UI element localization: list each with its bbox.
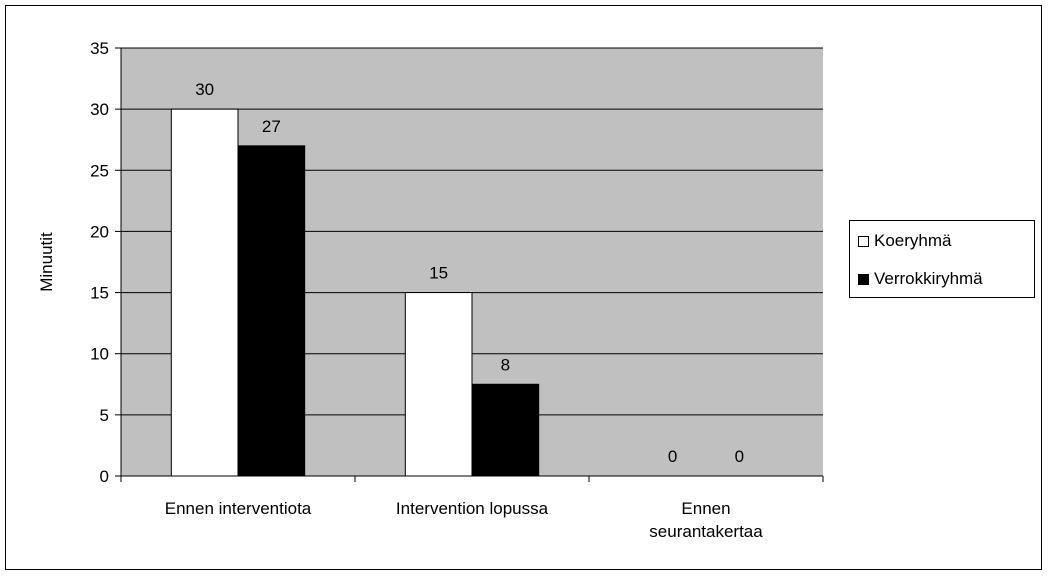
y-tick-label: 15 (90, 284, 109, 303)
legend-swatch-verrokkiryhma (858, 273, 869, 285)
data-label: 8 (501, 355, 510, 374)
bars (170, 108, 540, 477)
y-tick-label: 35 (90, 39, 109, 58)
legend-swatch-koeryhma (858, 235, 869, 247)
bar-verrokkiryhma (471, 383, 540, 477)
legend-item-verrokkiryhma: Verrokkiryhmä (858, 269, 983, 289)
legend-label-verrokkiryhma: Verrokkiryhmä (874, 269, 983, 288)
bar-koeryhma (404, 292, 473, 477)
y-tick-label: 10 (90, 345, 109, 364)
y-tick-label: 30 (90, 100, 109, 119)
y-tick-label: 20 (90, 222, 109, 241)
y-tick-label: 0 (100, 467, 109, 486)
data-label: 30 (195, 80, 214, 99)
y-axis-title: Minuutit (37, 232, 56, 292)
legend-label-koeryhma: Koeryhmä (874, 231, 952, 250)
bar-verrokkiryhma (237, 145, 306, 477)
y-tick-label: 5 (100, 406, 109, 425)
data-label: 15 (429, 264, 448, 283)
data-label: 27 (262, 117, 281, 136)
legend-item-koeryhma: Koeryhmä (858, 231, 951, 251)
bar-koeryhma (170, 108, 239, 477)
data-labels: 30 27 15 8 0 0 (195, 80, 744, 466)
y-tick-labels: 0 5 10 15 20 25 30 35 (90, 39, 109, 486)
legend: Koeryhmä Verrokkiryhmä (849, 220, 1035, 298)
category-label: Intervention lopussa (396, 499, 549, 518)
category-label: Ennen (681, 499, 730, 518)
x-category-labels: Ennen interventiota Intervention lopussa E… (165, 499, 763, 541)
category-label: Ennen interventiota (165, 499, 312, 518)
data-label: 0 (668, 447, 677, 466)
y-tick-label: 25 (90, 161, 109, 180)
axes (115, 47, 824, 482)
category-label: seurantakertaa (649, 522, 763, 541)
data-label: 0 (735, 447, 744, 466)
